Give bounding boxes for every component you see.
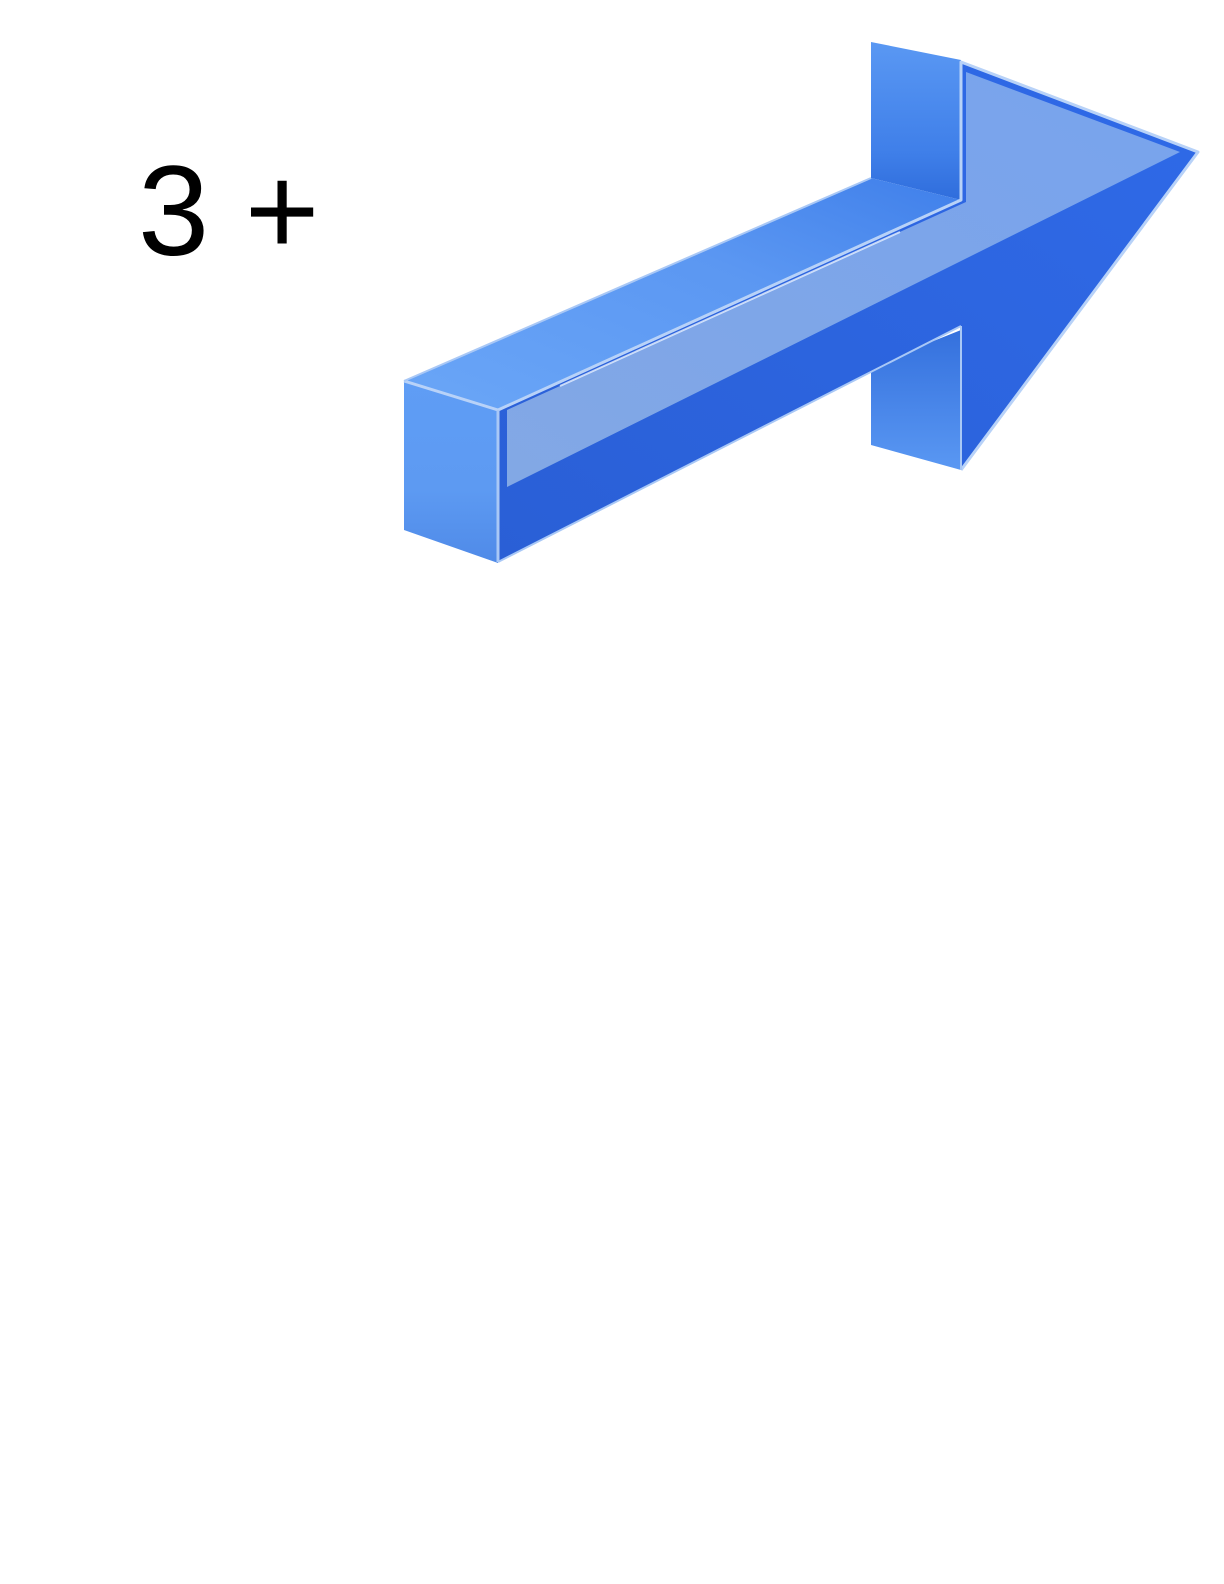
expression-text: 3 + (138, 140, 320, 283)
arrow-up-right-3d-icon (403, 42, 1200, 563)
